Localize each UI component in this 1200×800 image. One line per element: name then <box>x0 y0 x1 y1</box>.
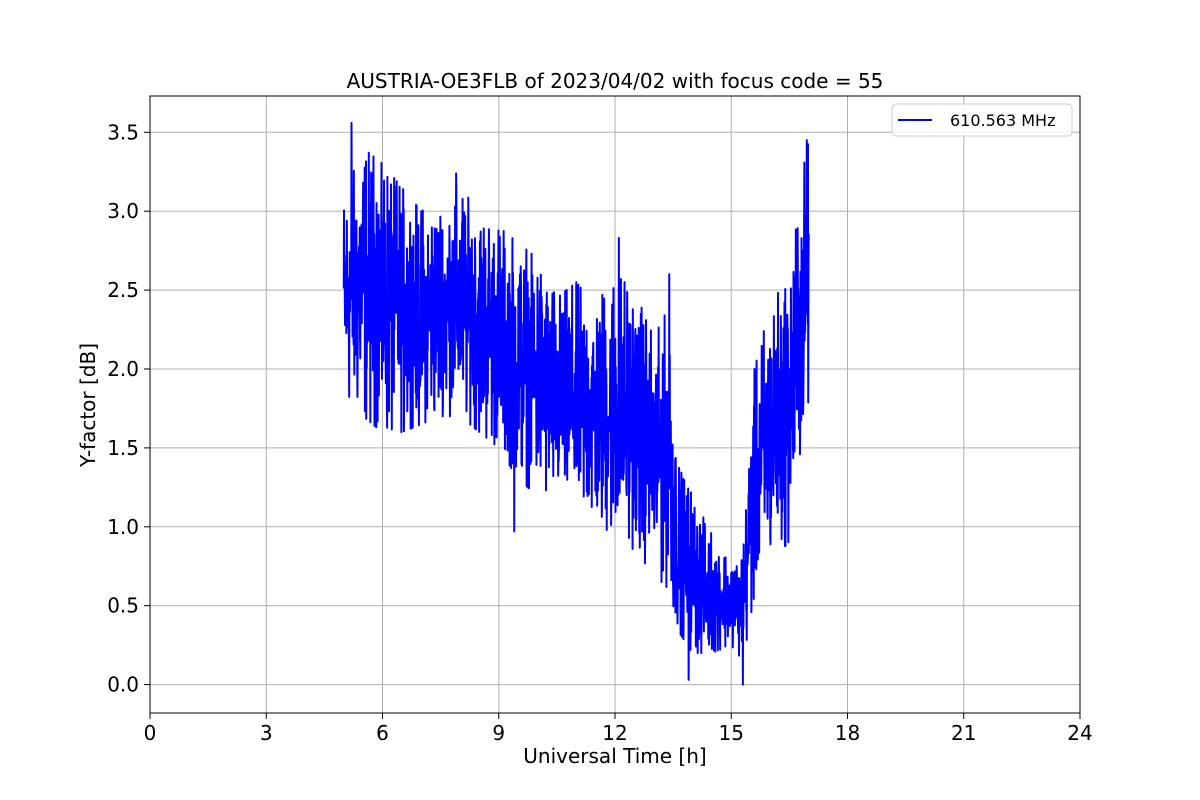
y-axis-label: Y-factor [dB] <box>76 343 100 468</box>
plot-data <box>342 121 810 686</box>
x-tick-label: 21 <box>951 721 976 745</box>
y-tick-label: 1.0 <box>107 515 139 539</box>
x-tick-label: 6 <box>376 721 389 745</box>
x-tick-label: 12 <box>602 721 627 745</box>
y-tick-label: 2.5 <box>107 278 139 302</box>
legend-label: 610.563 MHz <box>950 111 1055 130</box>
y-tick-label: 0.0 <box>107 673 139 697</box>
y-tick-label: 0.5 <box>107 594 139 618</box>
x-axis-ticks: 0 3 6 9 12 15 18 21 24 <box>144 713 1093 745</box>
series-line <box>342 121 810 686</box>
x-tick-label: 18 <box>835 721 860 745</box>
chart-title: AUSTRIA-OE3FLB of 2023/04/02 with focus … <box>347 69 884 93</box>
x-tick-label: 0 <box>144 721 157 745</box>
legend: 610.563 MHz <box>891 103 1073 137</box>
y-tick-label: 3.0 <box>107 199 139 223</box>
y-axis-ticks: 0.0 0.5 1.0 1.5 2.0 2.5 3.0 3.5 <box>107 120 150 697</box>
y-tick-label: 1.5 <box>107 436 139 460</box>
x-tick-label: 24 <box>1067 721 1092 745</box>
legend-box <box>891 103 1073 137</box>
x-tick-label: 3 <box>260 721 273 745</box>
x-tick-label: 9 <box>492 721 505 745</box>
x-tick-label: 15 <box>719 721 744 745</box>
y-tick-label: 3.5 <box>107 120 139 144</box>
x-axis-label: Universal Time [h] <box>523 744 706 768</box>
y-tick-label: 2.0 <box>107 357 139 381</box>
